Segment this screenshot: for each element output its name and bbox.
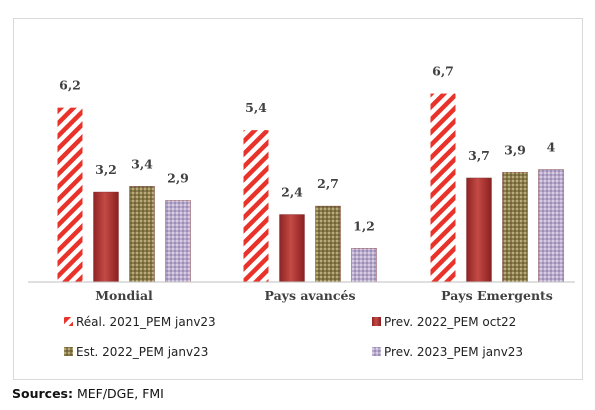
legend-swatch-3 — [64, 347, 73, 356]
data-label-4-2: 1,2 — [353, 218, 375, 233]
x-tick-label-3: Pays Emergents — [441, 288, 553, 303]
legend-label-2: Prev. 2022_PEM oct22 — [384, 315, 516, 329]
data-label-2-3: 3,7 — [468, 148, 490, 163]
chart: 6,2 3,2 3,4 2,9 5,4 2,4 2,7 1,2 6,7 3,7 3,9 4 Mondi… — [28, 64, 575, 359]
legend-swatch-4 — [372, 347, 381, 356]
bar-2-3 — [466, 177, 492, 283]
legend-label-3: Est. 2022_PEM janv23 — [76, 345, 208, 359]
data-label-3-1: 3,4 — [131, 156, 153, 171]
chart-frame — [13, 18, 583, 380]
data-label-1-2: 5,4 — [245, 100, 267, 115]
sources-note: Sources: MEF/DGE, FMI — [12, 386, 164, 401]
legend-label-4: Prev. 2023_PEM janv23 — [384, 345, 523, 359]
bar-2-2 — [279, 214, 305, 283]
bar-3-2 — [315, 205, 341, 283]
data-label-4-1: 2,9 — [167, 170, 189, 185]
bar-4-3 — [538, 169, 564, 283]
bar-1-2 — [243, 130, 269, 282]
data-label-2-2: 2,4 — [281, 185, 303, 200]
bar-2-1 — [93, 191, 119, 283]
legend-swatch-1 — [64, 317, 73, 326]
legend-label-1: Réal. 2021_PEM janv23 — [76, 315, 216, 329]
data-label-2-1: 3,2 — [95, 162, 117, 177]
bar-4-2 — [351, 248, 377, 283]
bar-3-1 — [129, 186, 155, 283]
sources-text: MEF/DGE, FMI — [72, 386, 164, 401]
sources-label: Sources: — [12, 386, 73, 401]
data-label-1-1: 6,2 — [59, 78, 81, 93]
bar-1-1 — [57, 107, 83, 282]
data-label-4-3: 4 — [547, 140, 556, 155]
bar-4-1 — [165, 200, 191, 283]
data-label-3-2: 2,7 — [317, 176, 339, 191]
bar-3-3 — [502, 172, 528, 283]
data-label-3-3: 3,9 — [504, 142, 526, 157]
x-tick-label-1: Mondial — [95, 288, 153, 303]
legend-swatch-2 — [372, 317, 381, 326]
bar-1-3 — [430, 93, 456, 282]
data-label-1-3: 6,7 — [432, 64, 454, 79]
x-tick-label-2: Pays avancés — [265, 288, 356, 303]
